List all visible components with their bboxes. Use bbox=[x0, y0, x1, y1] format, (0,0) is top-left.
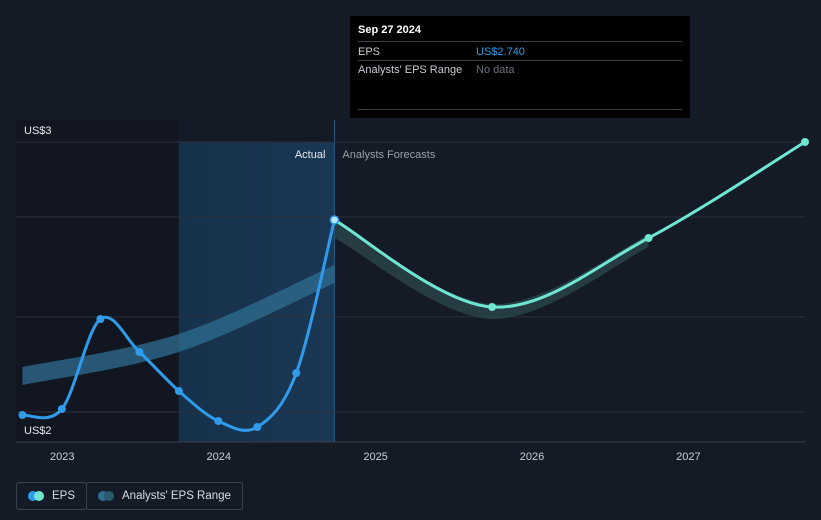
x-tick-label: 2026 bbox=[520, 451, 544, 463]
forecast-point bbox=[801, 138, 809, 146]
x-tick-label: 2023 bbox=[50, 451, 74, 463]
forecast-point bbox=[644, 234, 653, 242]
eps-point bbox=[57, 405, 66, 413]
actual-label: Actual bbox=[295, 149, 326, 161]
eps-point bbox=[292, 369, 301, 377]
forecast-range-band bbox=[334, 220, 649, 320]
legend-eps-label: EPS bbox=[52, 490, 76, 502]
x-tick-label: 2024 bbox=[206, 451, 230, 463]
y-axis-bottom-label: US$2 bbox=[24, 425, 52, 437]
range-legend-icon bbox=[98, 491, 114, 501]
analysts-range-band bbox=[22, 265, 335, 385]
eps-point bbox=[214, 417, 223, 425]
tooltip-eps-label: EPS bbox=[358, 46, 381, 58]
legend-item-eps[interactable]: EPS bbox=[16, 482, 88, 510]
tooltip-divider bbox=[358, 41, 682, 42]
forecast-line bbox=[332, 140, 807, 309]
forecast-point bbox=[488, 303, 497, 311]
eps-point bbox=[96, 315, 105, 323]
current-eps-point bbox=[329, 215, 340, 225]
past-region bbox=[16, 120, 179, 442]
eps-point bbox=[174, 387, 183, 395]
x-tick-label: 2027 bbox=[676, 451, 700, 463]
tooltip-range-label: Analysts' EPS Range bbox=[358, 64, 463, 76]
eps-legend-icon bbox=[28, 491, 44, 501]
eps-point bbox=[135, 348, 144, 356]
tooltip-divider bbox=[358, 60, 682, 61]
y-axis-top-label: US$3 bbox=[24, 125, 52, 137]
tooltip-eps-value: US$2.740 bbox=[476, 46, 525, 58]
eps-point bbox=[18, 411, 27, 419]
tooltip: Sep 27 2024 EPS US$2.740 Analysts' EPS R… bbox=[350, 16, 690, 118]
legend-item-analysts-range[interactable]: Analysts' EPS Range bbox=[86, 482, 243, 510]
legend-range-label: Analysts' EPS Range bbox=[122, 490, 231, 502]
eps-point bbox=[253, 423, 262, 431]
tooltip-date: Sep 27 2024 bbox=[358, 24, 421, 36]
tooltip-divider bbox=[358, 109, 682, 110]
forecast-label: Analysts Forecasts bbox=[342, 149, 435, 161]
x-tick-label: 2025 bbox=[363, 451, 387, 463]
tooltip-range-value: No data bbox=[476, 64, 515, 76]
